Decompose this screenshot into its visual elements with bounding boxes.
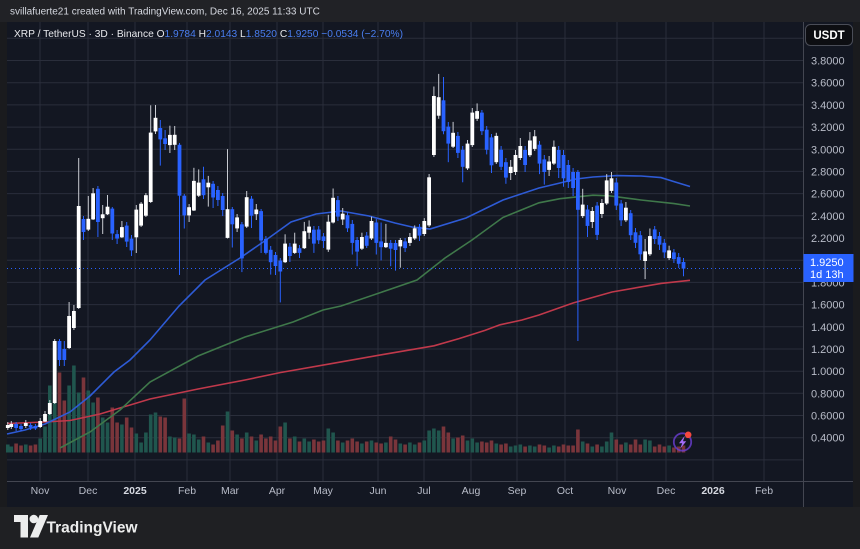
svg-text:Nov: Nov xyxy=(608,485,627,497)
svg-text:2025: 2025 xyxy=(123,485,147,497)
svg-text:Mar: Mar xyxy=(221,485,240,497)
svg-text:Oct: Oct xyxy=(557,485,573,497)
svg-text:0.8000: 0.8000 xyxy=(811,388,845,400)
svg-text:XRP / TetherUS · 3D · Binance: XRP / TetherUS · 3D · Binance O1.9784 H2… xyxy=(14,28,403,40)
svg-text:3.4000: 3.4000 xyxy=(811,100,845,112)
svg-text:3.8000: 3.8000 xyxy=(811,56,845,68)
svg-text:Nov: Nov xyxy=(31,485,50,497)
svg-text:1.2000: 1.2000 xyxy=(811,344,845,356)
svg-text:1.9250: 1.9250 xyxy=(810,257,844,269)
svg-text:Dec: Dec xyxy=(657,485,676,497)
svg-text:Dec: Dec xyxy=(79,485,98,497)
svg-text:Feb: Feb xyxy=(178,485,196,497)
svg-text:Sep: Sep xyxy=(508,485,527,497)
svg-text:2.4000: 2.4000 xyxy=(811,211,845,223)
svg-text:Jun: Jun xyxy=(370,485,387,497)
svg-text:2.6000: 2.6000 xyxy=(811,189,845,201)
svg-text:2.8000: 2.8000 xyxy=(811,166,845,178)
svg-text:0.6000: 0.6000 xyxy=(811,411,845,423)
svg-text:1d 13h: 1d 13h xyxy=(810,269,844,281)
svg-text:2026: 2026 xyxy=(701,485,725,497)
svg-text:1.0000: 1.0000 xyxy=(811,366,845,378)
svg-text:svillafuerte21 created with Tr: svillafuerte21 created with TradingView.… xyxy=(10,7,320,18)
svg-text:Aug: Aug xyxy=(462,485,481,497)
svg-text:0.4000: 0.4000 xyxy=(811,433,845,445)
svg-text:2.2000: 2.2000 xyxy=(811,233,845,245)
svg-text:May: May xyxy=(313,485,334,497)
svg-text:3.2000: 3.2000 xyxy=(811,122,845,134)
svg-text:Apr: Apr xyxy=(269,485,286,497)
svg-text:3.6000: 3.6000 xyxy=(811,78,845,90)
svg-text:1.4000: 1.4000 xyxy=(811,322,845,334)
svg-text:USDT: USDT xyxy=(813,30,844,42)
svg-text:3.0000: 3.0000 xyxy=(811,144,845,156)
svg-text:TradingView: TradingView xyxy=(47,520,139,537)
svg-text:Jul: Jul xyxy=(417,485,430,497)
svg-text:Feb: Feb xyxy=(755,485,773,497)
svg-text:1.6000: 1.6000 xyxy=(811,300,845,312)
